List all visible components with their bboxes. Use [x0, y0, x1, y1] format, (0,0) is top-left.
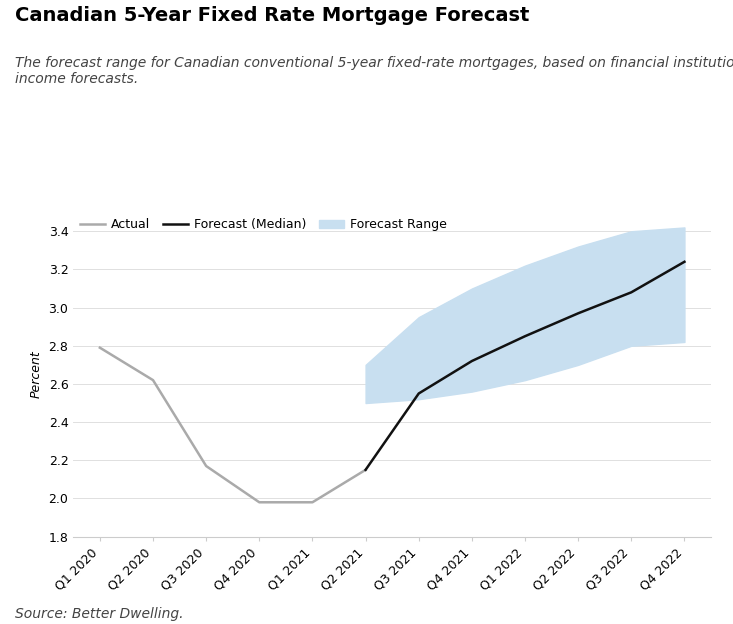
- Text: Canadian 5-Year Fixed Rate Mortgage Forecast: Canadian 5-Year Fixed Rate Mortgage Fore…: [15, 6, 529, 25]
- Text: Source: Better Dwelling.: Source: Better Dwelling.: [15, 607, 183, 621]
- Legend: Actual, Forecast (Median), Forecast Range: Actual, Forecast (Median), Forecast Rang…: [80, 218, 447, 232]
- Y-axis label: Percent: Percent: [30, 351, 43, 398]
- Text: The forecast range for Canadian conventional 5-year fixed-rate mortgages, based : The forecast range for Canadian conventi…: [15, 56, 733, 86]
